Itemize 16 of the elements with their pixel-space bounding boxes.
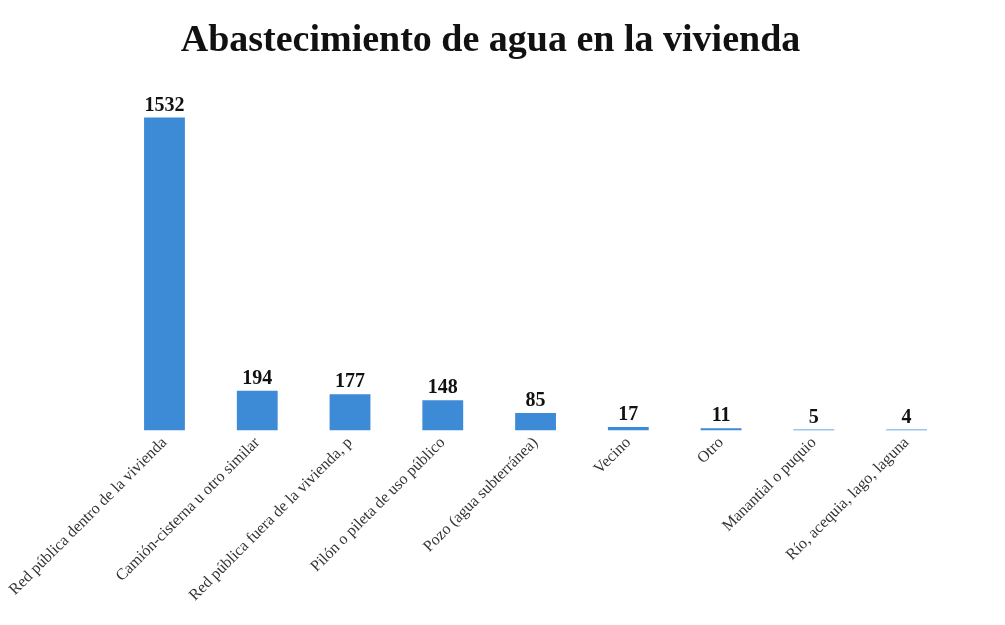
data-label: 148 (427, 375, 458, 398)
bar (329, 394, 371, 431)
bar (144, 117, 185, 431)
data-label: 17 (618, 402, 639, 425)
bar (422, 400, 464, 431)
bar (236, 390, 278, 431)
data-label: 194 (242, 365, 273, 388)
chart-title: Abastecimiento de agua en la vivienda (180, 16, 801, 59)
data-label: 177 (335, 369, 366, 392)
data-label: 1532 (144, 92, 185, 115)
bar (515, 413, 556, 431)
data-label: 4 (901, 404, 912, 427)
data-label: 85 (525, 388, 546, 411)
data-label: 5 (808, 404, 819, 427)
x-tick-label: Otro (693, 433, 727, 467)
data-label: 11 (711, 403, 731, 426)
